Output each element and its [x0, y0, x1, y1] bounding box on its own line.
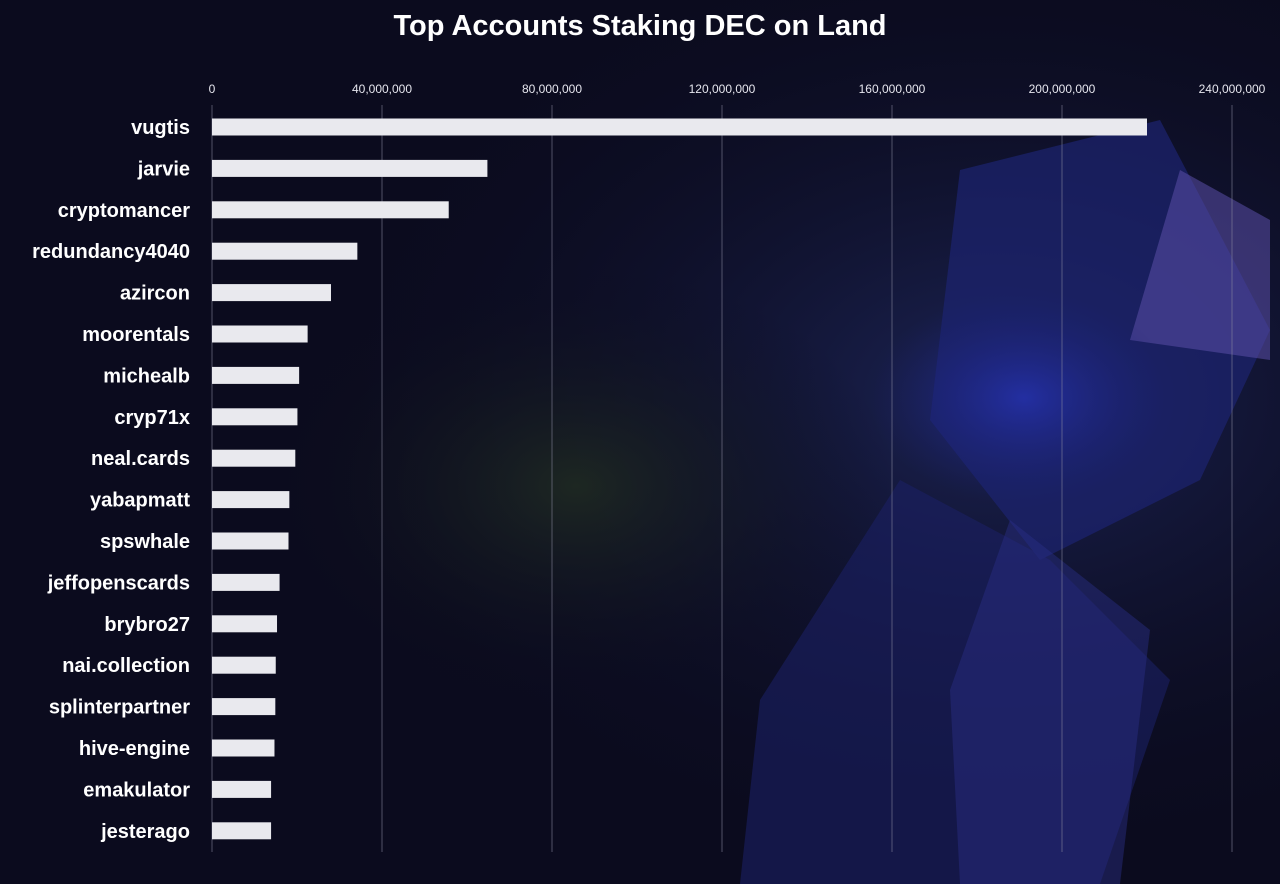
category-label: nai.collection: [62, 655, 190, 677]
x-tick-label: 160,000,000: [859, 82, 926, 96]
category-label: jesterago: [100, 821, 190, 843]
bar: [212, 201, 449, 219]
x-tick-label: 40,000,000: [352, 82, 412, 96]
x-tick-label: 200,000,000: [1029, 82, 1096, 96]
bar: [212, 739, 275, 757]
bar: [212, 325, 308, 343]
category-label: neal.cards: [91, 448, 190, 470]
bar: [212, 242, 358, 260]
category-label: spswhale: [100, 531, 190, 553]
x-tick-label: 80,000,000: [522, 82, 582, 96]
category-label: brybro27: [104, 614, 190, 636]
bar: [212, 780, 272, 798]
category-label: azircon: [120, 283, 190, 305]
bar: [212, 656, 276, 674]
bar: [212, 408, 298, 426]
x-tick-label: 120,000,000: [689, 82, 756, 96]
chart-title: Top Accounts Staking DEC on Land: [393, 10, 887, 42]
category-label: jarvie: [137, 158, 190, 180]
bar: [212, 284, 331, 302]
category-label: moorentals: [82, 324, 190, 346]
category-label: hive-engine: [79, 738, 190, 760]
category-label: jeffopenscards: [47, 572, 190, 594]
category-labels: vugtis jarvie cryptomancer redundancy4040 az…: [32, 117, 190, 843]
x-tick-label: 0: [209, 82, 216, 96]
category-label: emakulator: [83, 779, 190, 801]
bar: [212, 366, 300, 384]
bar: [212, 822, 272, 840]
bar: [212, 698, 276, 716]
x-axis-ticks: 0 40,000,000 80,000,000 120,000,000 160,000,…: [209, 82, 1266, 96]
category-label: vugtis: [131, 117, 190, 139]
bar: [212, 449, 296, 467]
bar: [212, 615, 278, 633]
category-label: yabapmatt: [90, 490, 190, 512]
bar: [212, 159, 488, 177]
bars: [212, 118, 1147, 840]
bar: [212, 118, 1147, 136]
bar: [212, 532, 289, 550]
category-label: cryptomancer: [58, 200, 190, 222]
gridlines: [211, 105, 1233, 852]
bar: [212, 573, 280, 591]
category-label: cryp71x: [114, 407, 190, 429]
x-tick-label: 240,000,000: [1199, 82, 1266, 96]
bar: [212, 491, 290, 509]
category-label: redundancy4040: [32, 241, 190, 263]
category-label: michealb: [103, 365, 190, 387]
category-label: splinterpartner: [49, 697, 190, 719]
